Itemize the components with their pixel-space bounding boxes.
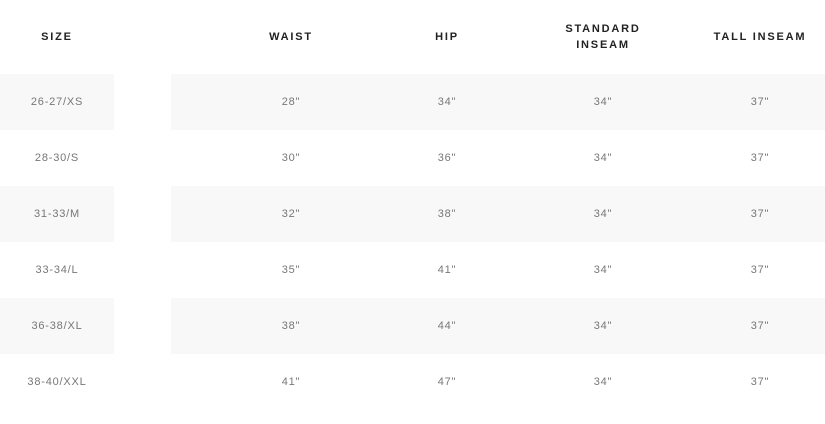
- table-cell: 38": [411, 186, 483, 242]
- table-cell: 41": [281, 376, 301, 388]
- table-cell: 28": [171, 74, 411, 130]
- table-cell: 26-27/XS: [0, 74, 114, 130]
- table-row: 31-33/M 32" 38" 34" 37": [0, 186, 825, 242]
- table-cell: 34": [593, 152, 613, 164]
- table-cell: 37": [750, 152, 770, 164]
- table-cell: 41": [437, 264, 457, 276]
- column-header: WAIST: [269, 31, 313, 43]
- table-cell: 28-30/S: [34, 152, 80, 164]
- table-row: 36-38/XL 38" 44" 34" 37": [0, 298, 825, 354]
- table-cell: 38-40/XXL: [27, 376, 87, 388]
- table-cell: 36-38/XL: [0, 298, 114, 354]
- table-cell: 32": [171, 186, 411, 242]
- column-header: STANDARD INSEAM: [565, 23, 641, 51]
- header-row: SIZE WAIST HIP STANDARD INSEAM TALL INSEAM: [0, 0, 825, 74]
- table-cell: 37": [680, 74, 825, 130]
- table-cell: 30": [281, 152, 301, 164]
- table-cell: 36": [437, 152, 457, 164]
- table-cell: 47": [437, 376, 457, 388]
- size-chart-table: SIZE WAIST HIP STANDARD INSEAM TALL INSEAM 2…: [0, 0, 825, 410]
- table-cell: 37": [680, 186, 825, 242]
- table-row: 26-27/XS 28" 34" 34" 37": [0, 74, 825, 130]
- column-header: HIP: [435, 31, 459, 43]
- table-cell: 35": [281, 264, 301, 276]
- table-row: 28-30/S 30" 36" 34" 37": [0, 130, 825, 186]
- table-row: 38-40/XXL 41" 47" 34" 37": [0, 354, 825, 410]
- column-header: TALL INSEAM: [713, 31, 807, 43]
- table-cell: 37": [680, 298, 825, 354]
- table-cell: 44": [411, 298, 483, 354]
- table-row: 33-34/L 35" 41" 34" 37": [0, 242, 825, 298]
- table-cell: 34": [593, 264, 613, 276]
- table-cell: 33-34/L: [35, 264, 79, 276]
- table-cell: 37": [750, 376, 770, 388]
- table-cell: 37": [750, 264, 770, 276]
- table-cell: 34": [411, 74, 483, 130]
- table-cell: 38": [171, 298, 411, 354]
- table-cell: 34": [593, 376, 613, 388]
- table-cell: 31-33/M: [0, 186, 114, 242]
- column-header: SIZE: [41, 31, 73, 43]
